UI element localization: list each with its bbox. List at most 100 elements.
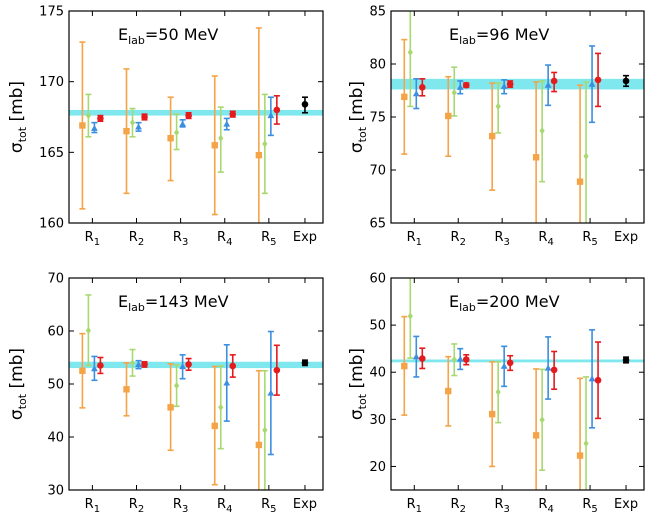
series-black (301, 359, 309, 367)
series-blue (90, 330, 275, 456)
series-blue (412, 329, 596, 429)
series-black (622, 356, 630, 364)
data-point-circle (301, 100, 309, 108)
series-black (622, 74, 630, 88)
y-tick-label: 50 (47, 378, 64, 393)
data-point-square (79, 122, 86, 129)
data-point-triangle (412, 353, 420, 360)
data-point-triangle (223, 120, 231, 127)
data-point-square (576, 452, 584, 459)
data-point-diamond (583, 439, 589, 447)
data-point-square (401, 362, 408, 370)
x-tick-label: R3 (173, 497, 188, 515)
data-point-square (532, 154, 540, 161)
data-point-circle (273, 106, 281, 114)
panel-title: Elab=143 MeV (118, 292, 229, 314)
y-tick-label: 80 (369, 58, 386, 73)
x-tick-label: R4 (217, 230, 232, 248)
series-orange (79, 27, 263, 223)
x-tick-label: R2 (129, 497, 144, 515)
data-point-square (211, 142, 218, 149)
data-point-triangle (500, 362, 508, 369)
data-point-square (255, 151, 263, 159)
data-point-circle (229, 110, 237, 118)
axes-frame (390, 277, 645, 491)
data-point-triangle (412, 90, 420, 97)
data-point-triangle (500, 82, 508, 89)
x-tick-label: R1 (85, 497, 100, 515)
data-point-diamond (85, 326, 91, 335)
data-point-triangle (135, 123, 142, 130)
y-axis-label-3: σtot [mb] (7, 348, 29, 420)
panel-title: Elab=50 MeV (118, 25, 218, 47)
y-tick-label: 40 (369, 366, 386, 381)
series-orange (401, 315, 584, 490)
data-point-diamond (495, 102, 501, 110)
data-point-circle (97, 362, 104, 369)
data-point-diamond (495, 388, 501, 396)
axes-frame (68, 10, 324, 224)
panel-title: Elab=96 MeV (449, 25, 549, 47)
series-green (85, 93, 268, 195)
data-point-square (167, 135, 174, 142)
data-point-triangle (223, 379, 231, 386)
data-point-diamond (129, 119, 136, 127)
panel-4: 20 30 40 50 60 R1 R2 R3 R4 R5 Exp Elab=200 MeV (369, 272, 645, 515)
data-point-triangle (135, 360, 142, 367)
y-axis-label-2: σtot [mb] (347, 81, 369, 153)
data-point-triangle (179, 120, 187, 127)
data-point-circle (462, 356, 470, 363)
data-point-triangle (544, 364, 552, 371)
x-tick-label: Exp (614, 497, 638, 512)
panel-title: Elab=200 MeV (449, 292, 560, 314)
experiment-band (69, 361, 323, 369)
data-point-diamond (174, 381, 180, 390)
data-point-circle (419, 84, 426, 91)
x-tick-label: R5 (261, 497, 276, 515)
data-point-diamond (129, 359, 136, 367)
data-point-square (211, 422, 218, 430)
data-point-square (123, 386, 130, 393)
y-tick-label: 20 (369, 460, 386, 475)
y-tick-label: 70 (369, 164, 386, 179)
y-tick-label: 30 (47, 484, 64, 499)
plot-area (391, 278, 644, 490)
data-point-triangle (456, 355, 464, 362)
data-point-circle (301, 359, 309, 367)
data-point-diamond (218, 403, 224, 411)
y-tick-label: 60 (47, 325, 64, 340)
data-point-square (576, 178, 584, 185)
data-point-diamond (539, 127, 545, 135)
data-point-circle (229, 362, 237, 370)
y-axis-label-4: σtot [mb] (347, 348, 369, 420)
x-tick-label: R4 (538, 230, 553, 248)
x-tick-label: R2 (451, 230, 466, 248)
data-point-diamond (451, 89, 457, 97)
data-point-circle (622, 77, 630, 85)
y-tick-label: 170 (39, 75, 64, 90)
x-tick-label: R1 (407, 230, 422, 248)
x-tick-label: R3 (173, 230, 188, 248)
data-point-square (488, 132, 496, 140)
y-tick-label: 40 (47, 431, 64, 446)
series-blue (412, 45, 596, 124)
y-axis-label-1: σtot [mb] (7, 81, 29, 153)
plot-area (69, 27, 323, 223)
x-tick-label: Exp (293, 230, 317, 245)
data-point-diamond (262, 426, 268, 434)
data-point-circle (550, 366, 558, 374)
data-point-circle (185, 112, 192, 119)
plot-area (69, 294, 323, 490)
data-point-circle (141, 361, 148, 368)
data-point-diamond (407, 48, 413, 56)
data-point-circle (273, 366, 281, 374)
y-tick-label: 165 (39, 146, 64, 161)
series-orange (401, 38, 584, 223)
data-point-diamond (85, 111, 91, 120)
data-point-triangle (90, 124, 98, 131)
data-point-square (401, 93, 408, 101)
data-point-triangle (90, 365, 98, 372)
data-point-square (445, 387, 452, 395)
data-point-circle (141, 113, 148, 121)
data-point-circle (419, 355, 426, 362)
